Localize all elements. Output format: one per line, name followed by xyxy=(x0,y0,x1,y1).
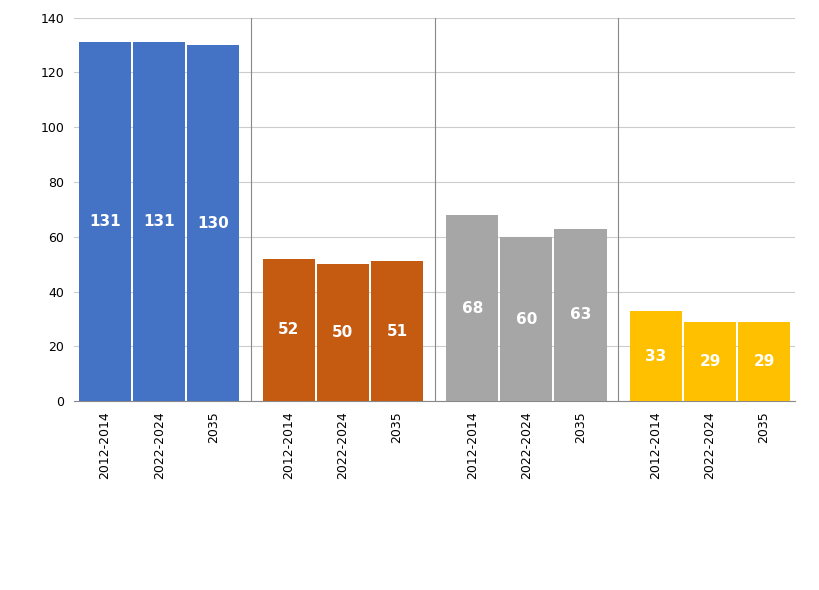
Bar xyxy=(187,45,239,401)
Text: 33: 33 xyxy=(645,349,666,363)
Bar xyxy=(79,42,131,401)
Text: 68: 68 xyxy=(461,300,482,316)
Text: 52: 52 xyxy=(278,323,299,337)
Text: 51: 51 xyxy=(386,324,407,339)
Text: 50: 50 xyxy=(332,325,353,340)
Bar xyxy=(262,259,314,401)
Bar xyxy=(737,322,790,401)
Bar xyxy=(683,322,735,401)
Bar xyxy=(629,311,681,401)
Text: 60: 60 xyxy=(515,312,536,326)
Bar xyxy=(316,264,369,401)
Bar xyxy=(500,237,552,401)
Text: 29: 29 xyxy=(753,354,774,369)
Text: 130: 130 xyxy=(197,216,229,231)
Text: 63: 63 xyxy=(569,307,590,322)
Bar xyxy=(133,42,185,401)
Text: 131: 131 xyxy=(89,214,120,230)
Text: 131: 131 xyxy=(143,214,174,230)
Bar xyxy=(446,215,498,401)
Bar xyxy=(370,261,423,401)
Text: 29: 29 xyxy=(699,354,720,369)
Bar xyxy=(554,229,606,401)
